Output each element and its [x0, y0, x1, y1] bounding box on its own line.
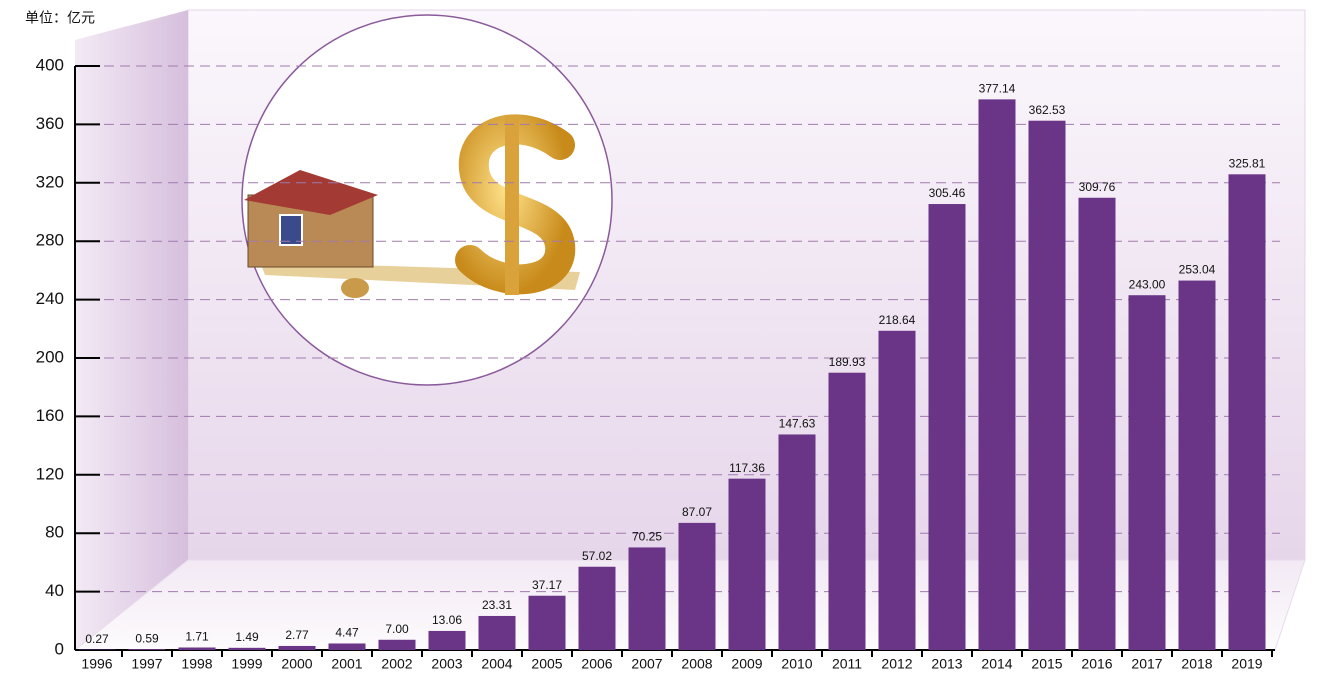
y-tick-label: 40 — [45, 581, 64, 600]
x-tick-label: 1996 — [81, 656, 112, 672]
bar — [678, 522, 716, 650]
bar — [1028, 120, 1066, 651]
value-label: 0.27 — [85, 632, 109, 646]
y-tick-label: 160 — [36, 406, 64, 425]
bar — [1178, 280, 1216, 650]
bar — [1128, 295, 1166, 650]
value-label: 377.14 — [979, 82, 1016, 96]
y-tick-label: 240 — [36, 289, 64, 308]
value-label: 1.49 — [235, 630, 259, 644]
x-tick-label: 2017 — [1131, 656, 1162, 672]
x-tick-label: 2005 — [531, 656, 562, 672]
value-label: 87.07 — [682, 505, 712, 519]
x-tick-label: 2012 — [881, 656, 912, 672]
value-label: 117.36 — [729, 461, 765, 475]
bar — [278, 645, 316, 650]
x-tick-label: 1997 — [131, 656, 162, 672]
bar — [878, 330, 916, 650]
bar — [928, 204, 966, 651]
x-tick-label: 1999 — [231, 656, 262, 672]
bar — [428, 630, 466, 650]
y-tick-label: 360 — [36, 114, 64, 133]
bar — [228, 647, 266, 650]
bar — [578, 566, 616, 650]
value-label: 57.02 — [582, 549, 612, 563]
y-tick-label: 80 — [45, 523, 64, 542]
x-tick-label: 2003 — [431, 656, 462, 672]
x-tick-label: 2001 — [331, 656, 362, 672]
x-tick-label: 2008 — [681, 656, 712, 672]
value-label: 189.93 — [829, 355, 866, 369]
unit-label: 单位：亿元 — [25, 10, 95, 26]
bar — [178, 647, 216, 650]
x-tick-label: 1998 — [181, 656, 212, 672]
plot: 0 40 80 120 160 200 240 280 320 360 400 1996 0.27 199… — [36, 55, 1280, 672]
y-tick-label: 200 — [36, 347, 64, 366]
y-tick-label: 400 — [36, 55, 64, 74]
x-tick-label: 2002 — [381, 656, 412, 672]
value-label: 0.59 — [135, 631, 159, 645]
bar — [128, 649, 166, 650]
bar — [378, 639, 416, 650]
x-tick-label: 2016 — [1081, 656, 1112, 672]
x-tick-label: 2000 — [281, 656, 312, 672]
value-label: 325.81 — [1229, 156, 1266, 170]
x-tick-label: 2018 — [1181, 656, 1212, 672]
value-label: 305.46 — [929, 186, 966, 200]
value-label: 7.00 — [385, 622, 409, 636]
bar — [1078, 197, 1116, 650]
value-label: 309.76 — [1079, 180, 1116, 194]
value-label: 1.71 — [185, 630, 209, 644]
x-tick-label: 2006 — [581, 656, 612, 672]
value-label: 23.31 — [482, 598, 512, 612]
value-label: 2.77 — [285, 628, 309, 642]
bar — [978, 99, 1016, 650]
x-tick-label: 2019 — [1231, 656, 1262, 672]
bar — [828, 372, 866, 650]
bar — [528, 595, 566, 650]
value-label: 13.06 — [432, 613, 462, 627]
bar — [328, 643, 366, 650]
value-label: 70.25 — [632, 530, 662, 544]
x-tick-label: 2015 — [1031, 656, 1062, 672]
value-label: 147.63 — [779, 417, 816, 431]
bar — [628, 547, 666, 650]
value-label: 4.47 — [335, 626, 359, 640]
x-tick-label: 2007 — [631, 656, 662, 672]
value-label: 253.04 — [1179, 263, 1216, 277]
bar — [728, 478, 766, 650]
x-tick-label: 2013 — [931, 656, 962, 672]
x-tick-label: 2010 — [781, 656, 812, 672]
x-tick-label: 2014 — [981, 656, 1012, 672]
y-tick-label: 280 — [36, 231, 64, 250]
value-label: 218.64 — [879, 313, 916, 327]
bar — [778, 434, 816, 650]
bar — [478, 615, 516, 650]
value-label: 243.00 — [1129, 277, 1166, 291]
x-tick-label: 2011 — [832, 656, 862, 672]
illustration — [241, 14, 613, 386]
x-tick-label: 2004 — [481, 656, 512, 672]
x-tick-label: 2009 — [731, 656, 762, 672]
y-tick-label: 320 — [36, 172, 64, 191]
value-label: 37.17 — [532, 578, 562, 592]
y-tick-label: 0 — [55, 639, 64, 658]
y-tick-label: 120 — [36, 464, 64, 483]
value-label: 362.53 — [1029, 103, 1066, 117]
bar — [1228, 174, 1266, 651]
